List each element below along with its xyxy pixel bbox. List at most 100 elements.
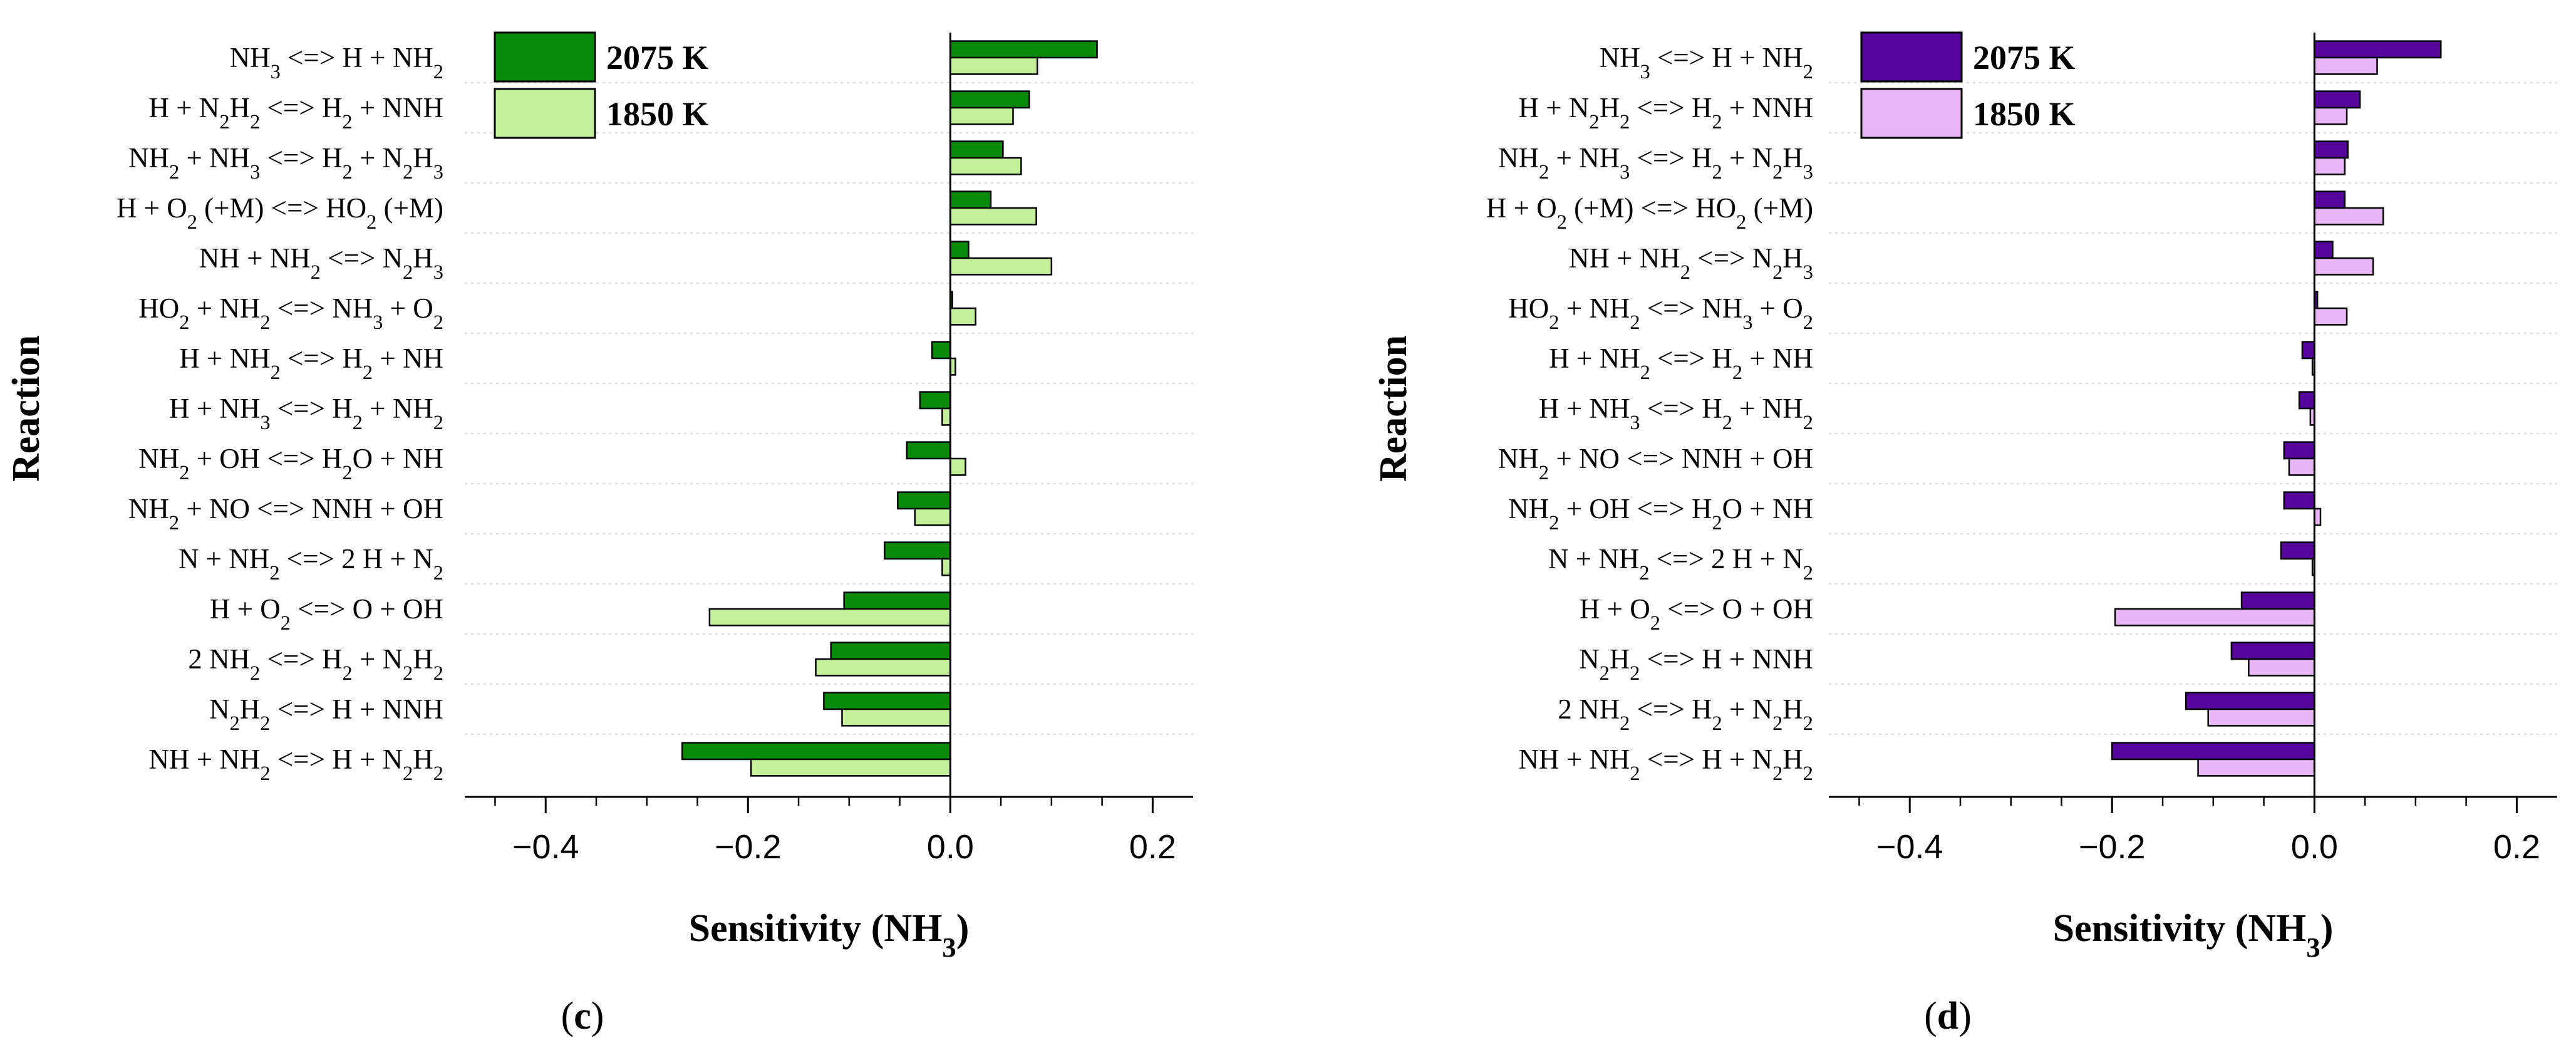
x-tick-label: −0.4 (1876, 828, 1943, 866)
bar-1850-k-n-plus-nh2-to-2-h-plus-n2 (941, 558, 951, 576)
panel-label: (d) (1924, 995, 1972, 1037)
legend-swatch-1850-k (1860, 88, 1963, 139)
y-category-label: NH + NH2​ <=> H + N2​H2​ (149, 744, 444, 785)
y-axis-title: Reaction (1372, 335, 1415, 482)
legend-label-1850-k: 1850 K (1973, 95, 2076, 133)
bar-1850-k-h-plus-o2-plus-m-to-ho2-plus-m (949, 207, 1037, 226)
chart-panel-d: −0.4 −0.2 0.0 0.2 NH3​ <=> H + NH2​ H + N2​H2… (1372, 31, 2557, 1037)
y-category-label: NH + NH2​ <=> H + N2​H2​ (1519, 744, 1814, 785)
chart-panel-c: −0.4 −0.2 0.0 0.2 NH3​ <=> H + NH2​ H + N2​H2… (5, 31, 1193, 1037)
y-category-label: 2 NH2​ <=> H2​ + N2​H2​ (188, 643, 443, 685)
x-tick-label: 0.2 (2493, 828, 2540, 866)
bar-2075-k-h-plus-o2-plus-m-to-ho2-plus-m (949, 190, 992, 209)
bar-2075-k-n-plus-nh2-to-2-h-plus-n2 (2280, 541, 2315, 560)
bar-1850-k-ho2-plus-nh2-to-nh3-plus-o2 (949, 307, 976, 326)
bar-1850-k-nh-plus-nh2-to-h-plus-n2h2 (750, 758, 951, 777)
bar-2075-k-nh2-plus-no-to-nnh-plus-oh (2283, 441, 2315, 460)
x-axis-title: Sensitivity (NH3​) (2053, 907, 2334, 963)
y-category-label: N2​H2​ <=> H + NNH (1579, 643, 1813, 685)
bar-2075-k-h-plus-nh3-to-h2-plus-nh2 (2298, 391, 2315, 410)
y-category-label: H + O2​ <=> O + OH (210, 593, 443, 635)
legend-label-2075-k: 2075 K (606, 39, 709, 76)
bar-2075-k-nh-plus-nh2-to-n2h3 (949, 241, 970, 259)
bar-2075-k-nh2-plus-nh3-to-h2-plus-n2h3 (949, 140, 1004, 159)
y-category-label: NH2​ + NH3​ <=> H2​ + N2​H3​ (1498, 142, 1813, 184)
x-tick-label: 0.0 (2291, 828, 2338, 866)
bar-1850-k-nh2-plus-nh3-to-h2-plus-n2h3 (949, 157, 1022, 175)
bar-1850-k-ho2-plus-nh2-to-nh3-plus-o2 (2314, 307, 2348, 326)
legend-swatch-2075-k (1860, 31, 1963, 83)
bar-2075-k-nh-plus-nh2-to-h-plus-n2h2 (2111, 742, 2315, 761)
bar-2075-k-nh3-to-h-plus-nh2 (949, 40, 1098, 59)
bar-1850-k-2-nh2-to-h2-plus-n2h2 (815, 658, 951, 677)
y-category-label: N2​H2​ <=> H + NNH (209, 694, 443, 735)
bar-2075-k-n2h2-to-h-plus-nnh (2230, 642, 2315, 660)
y-category-label: NH2​ + OH <=> H2​O + NH (1508, 493, 1813, 534)
x-tick-label: −0.2 (715, 828, 782, 866)
bar-2075-k-h-plus-nh3-to-h2-plus-nh2 (919, 391, 951, 410)
bar-2075-k-nh2-plus-oh-to-h2o-plus-nh (906, 441, 951, 460)
bar-2075-k-h-plus-n2h2-to-h2-plus-nnh (949, 90, 1030, 109)
y-category-label: N + NH2​ <=> 2 H + N2​ (178, 543, 443, 585)
bar-2075-k-nh3-to-h-plus-nh2 (2314, 40, 2442, 59)
y-category-label: NH2​ + NO <=> NNH + OH (128, 493, 443, 534)
y-category-label: NH2​ + NH3​ <=> H2​ + N2​H3​ (128, 142, 443, 184)
y-category-label: NH + NH2​ <=> N2​H3​ (1569, 242, 1813, 284)
bar-1850-k-n2h2-to-h-plus-nnh (2248, 658, 2315, 677)
legend-label-2075-k: 2075 K (1973, 39, 2076, 76)
y-category-label: N + NH2​ <=> 2 H + N2​ (1548, 543, 1813, 585)
bar-1850-k-nh-plus-nh2-to-n2h3 (949, 257, 1053, 276)
bar-1850-k-h-plus-n2h2-to-h2-plus-nnh (949, 107, 1014, 125)
x-tick-label: −0.4 (512, 828, 579, 866)
legend-swatch-2075-k (494, 31, 596, 83)
bar-1850-k-2-nh2-to-h2-plus-n2h2 (2207, 708, 2315, 727)
y-category-label: NH2​ + OH <=> H2​O + NH (138, 443, 443, 484)
bar-2075-k-nh2-plus-oh-to-h2o-plus-nh (2283, 491, 2315, 510)
bar-1850-k-nh3-to-h-plus-nh2 (2314, 56, 2378, 75)
y-category-label: HO2​ + NH2​ <=> NH3​ + O2​ (138, 293, 443, 334)
bar-2075-k-n-plus-nh2-to-2-h-plus-n2 (884, 541, 951, 560)
bar-1850-k-h-plus-nh3-to-h2-plus-nh2 (941, 407, 951, 426)
y-category-label: H + NH2​ <=> H2​ + NH (179, 343, 443, 384)
bar-1850-k-h-plus-o2-plus-m-to-ho2-plus-m (2314, 207, 2384, 226)
bar-1850-k-nh2-plus-oh-to-h2o-plus-nh (949, 457, 966, 476)
bar-1850-k-h-plus-o2-to-o-plus-oh (2114, 608, 2315, 626)
y-category-label: H + NH3​ <=> H2​ + NH2​ (1539, 393, 1813, 434)
bar-2075-k-h-plus-nh2-to-h2-plus-nh (2301, 341, 2315, 360)
panel-label: (c) (561, 995, 604, 1037)
y-category-label: H + N2​H2​ <=> H2​ + NNH (149, 92, 444, 133)
bar-2075-k-nh-plus-nh2-to-h-plus-n2h2 (681, 742, 951, 761)
y-category-label: H + NH2​ <=> H2​ + NH (1549, 343, 1813, 384)
bar-2075-k-h-plus-o2-to-o-plus-oh (2240, 591, 2315, 610)
bar-2075-k-h-plus-o2-to-o-plus-oh (843, 591, 951, 610)
x-tick-label: −0.2 (2079, 828, 2146, 866)
legend-swatch-1850-k (494, 88, 596, 139)
bar-1850-k-nh2-plus-nh3-to-h2-plus-n2h3 (2314, 157, 2346, 175)
y-category-label: H + NH3​ <=> H2​ + NH2​ (169, 393, 443, 434)
y-category-label: HO2​ + NH2​ <=> NH3​ + O2​ (1508, 293, 1813, 334)
bar-1850-k-h-plus-n2h2-to-h2-plus-nnh (2314, 107, 2348, 125)
x-axis-title: Sensitivity (NH3​) (689, 907, 970, 963)
bar-1850-k-nh2-plus-no-to-nnh-plus-oh (2288, 457, 2315, 476)
bar-2075-k-nh2-plus-no-to-nnh-plus-oh (897, 491, 951, 510)
y-category-label: H + O2​ (+M) <=> HO2​ (+M) (1486, 192, 1813, 234)
bar-2075-k-h-plus-o2-plus-m-to-ho2-plus-m (2314, 190, 2346, 209)
x-tick-label: 0.2 (1129, 828, 1176, 866)
bar-2075-k-n2h2-to-h-plus-nnh (823, 692, 951, 710)
bar-2075-k-2-nh2-to-h2-plus-n2h2 (830, 642, 951, 660)
bar-1850-k-h-plus-o2-to-o-plus-oh (708, 608, 951, 626)
y-category-label: H + O2​ (+M) <=> HO2​ (+M) (116, 192, 443, 234)
y-axis-title: Reaction (5, 335, 48, 482)
bar-1850-k-nh3-to-h-plus-nh2 (949, 56, 1038, 75)
bar-2075-k-h-plus-nh2-to-h2-plus-nh (931, 341, 951, 360)
bar-2075-k-h-plus-n2h2-to-h2-plus-nnh (2314, 90, 2361, 109)
legend-label-1850-k: 1850 K (606, 95, 709, 133)
y-category-label: NH3​ <=> H + NH2​ (1600, 42, 1813, 83)
y-category-label: H + O2​ <=> O + OH (1580, 593, 1813, 635)
y-category-label: 2 NH2​ <=> H2​ + N2​H2​ (1558, 694, 1813, 735)
y-category-label: NH2​ + NO <=> NNH + OH (1498, 443, 1813, 484)
bar-1850-k-nh-plus-nh2-to-n2h3 (2314, 257, 2374, 276)
y-category-label: NH + NH2​ <=> N2​H3​ (199, 242, 443, 284)
x-tick-label: 0.0 (927, 828, 974, 866)
